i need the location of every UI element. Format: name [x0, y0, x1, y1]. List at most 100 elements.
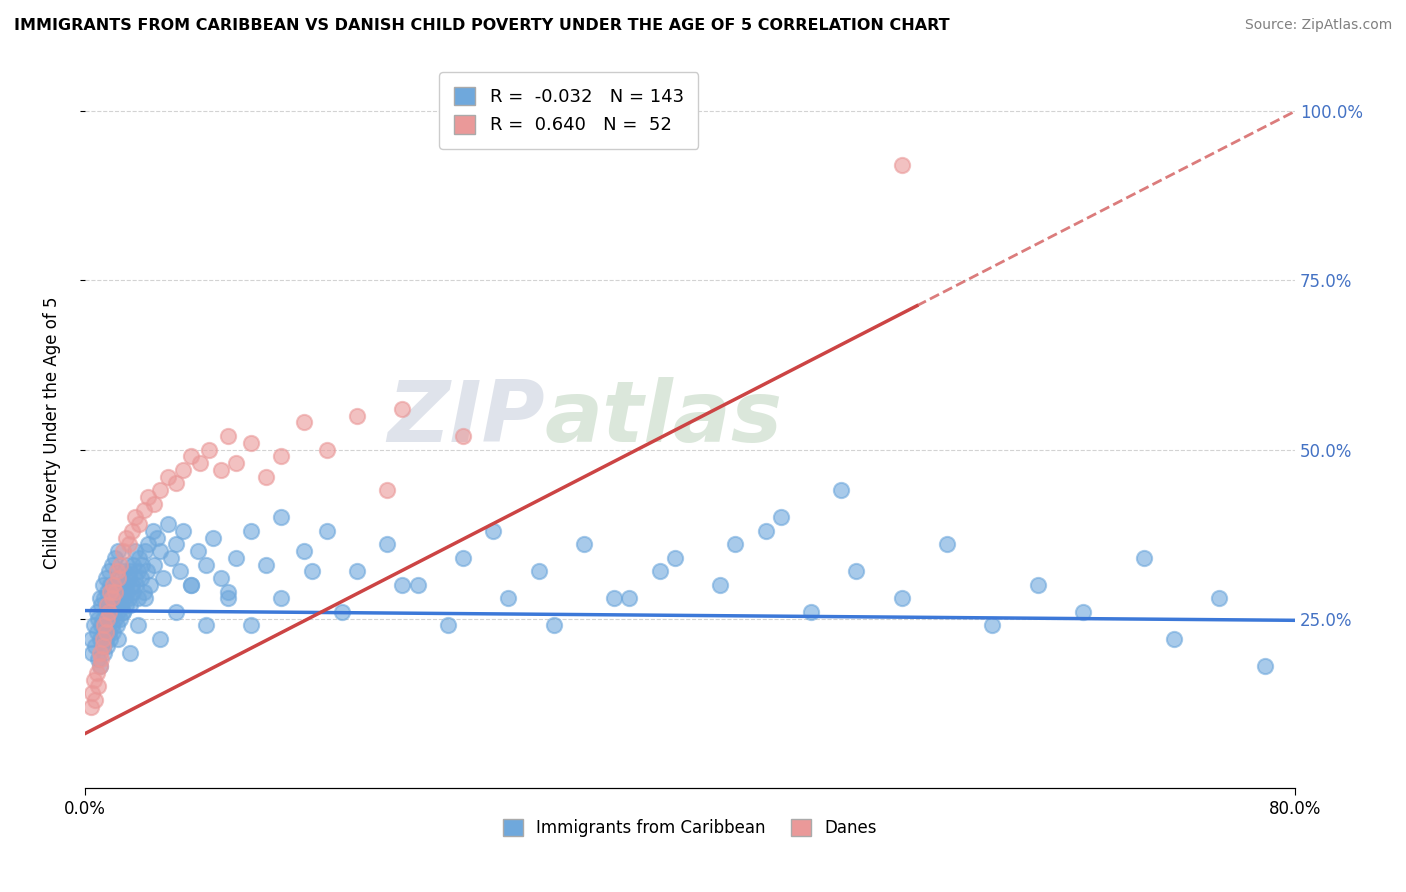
Point: [107, 571, 129, 585]
Point: [121, 578, 143, 592]
Point: [543, 618, 565, 632]
Point: [120, 646, 142, 660]
Point: [149, 632, 172, 646]
Point: [160, 550, 183, 565]
Point: [84, 639, 107, 653]
Point: [149, 483, 172, 497]
Point: [96, 612, 118, 626]
Point: [91, 639, 114, 653]
Point: [648, 565, 671, 579]
Point: [165, 537, 187, 551]
Point: [134, 544, 156, 558]
Point: [437, 618, 460, 632]
Point: [1026, 578, 1049, 592]
Point: [709, 578, 731, 592]
Point: [101, 591, 124, 606]
Point: [114, 578, 136, 592]
Point: [107, 605, 129, 619]
Point: [845, 565, 868, 579]
Point: [103, 625, 125, 640]
Point: [86, 625, 108, 640]
Point: [172, 463, 194, 477]
Point: [103, 605, 125, 619]
Point: [132, 584, 155, 599]
Point: [128, 516, 150, 531]
Point: [90, 652, 112, 666]
Point: [254, 558, 277, 572]
Point: [225, 456, 247, 470]
Point: [82, 686, 104, 700]
Point: [89, 659, 111, 673]
Point: [100, 578, 122, 592]
Point: [120, 565, 142, 579]
Point: [90, 598, 112, 612]
Point: [194, 618, 217, 632]
Point: [800, 605, 823, 619]
Point: [93, 646, 115, 660]
Point: [101, 558, 124, 572]
Point: [84, 693, 107, 707]
Point: [391, 578, 413, 592]
Point: [136, 490, 159, 504]
Point: [108, 591, 131, 606]
Point: [619, 591, 641, 606]
Point: [107, 632, 129, 646]
Point: [180, 450, 202, 464]
Point: [527, 565, 550, 579]
Text: atlas: atlas: [544, 377, 783, 460]
Point: [330, 605, 353, 619]
Point: [89, 659, 111, 673]
Point: [107, 578, 129, 592]
Point: [270, 591, 292, 606]
Point: [254, 469, 277, 483]
Point: [1132, 550, 1154, 565]
Point: [97, 565, 120, 579]
Point: [187, 544, 209, 558]
Point: [127, 591, 149, 606]
Point: [240, 435, 263, 450]
Point: [104, 584, 127, 599]
Point: [131, 558, 153, 572]
Point: [270, 450, 292, 464]
Point: [482, 524, 505, 538]
Point: [127, 618, 149, 632]
Point: [936, 537, 959, 551]
Point: [97, 625, 120, 640]
Point: [100, 632, 122, 646]
Point: [103, 578, 125, 592]
Point: [152, 571, 174, 585]
Point: [91, 612, 114, 626]
Point: [96, 618, 118, 632]
Point: [100, 612, 122, 626]
Point: [90, 618, 112, 632]
Point: [165, 476, 187, 491]
Point: [451, 550, 474, 565]
Point: [129, 571, 152, 585]
Point: [572, 537, 595, 551]
Point: [83, 673, 105, 687]
Point: [93, 591, 115, 606]
Point: [108, 612, 131, 626]
Point: [80, 699, 103, 714]
Point: [315, 524, 337, 538]
Point: [724, 537, 747, 551]
Point: [96, 639, 118, 653]
Point: [117, 571, 139, 585]
Point: [111, 584, 134, 599]
Point: [96, 598, 118, 612]
Point: [104, 584, 127, 599]
Point: [100, 584, 122, 599]
Point: [105, 618, 128, 632]
Point: [188, 456, 211, 470]
Point: [143, 497, 166, 511]
Point: [149, 544, 172, 558]
Point: [124, 510, 146, 524]
Point: [87, 612, 110, 626]
Point: [603, 591, 626, 606]
Point: [406, 578, 429, 592]
Text: Source: ZipAtlas.com: Source: ZipAtlas.com: [1244, 18, 1392, 32]
Y-axis label: Child Poverty Under the Age of 5: Child Poverty Under the Age of 5: [44, 296, 60, 569]
Point: [104, 550, 127, 565]
Point: [115, 558, 138, 572]
Point: [94, 571, 117, 585]
